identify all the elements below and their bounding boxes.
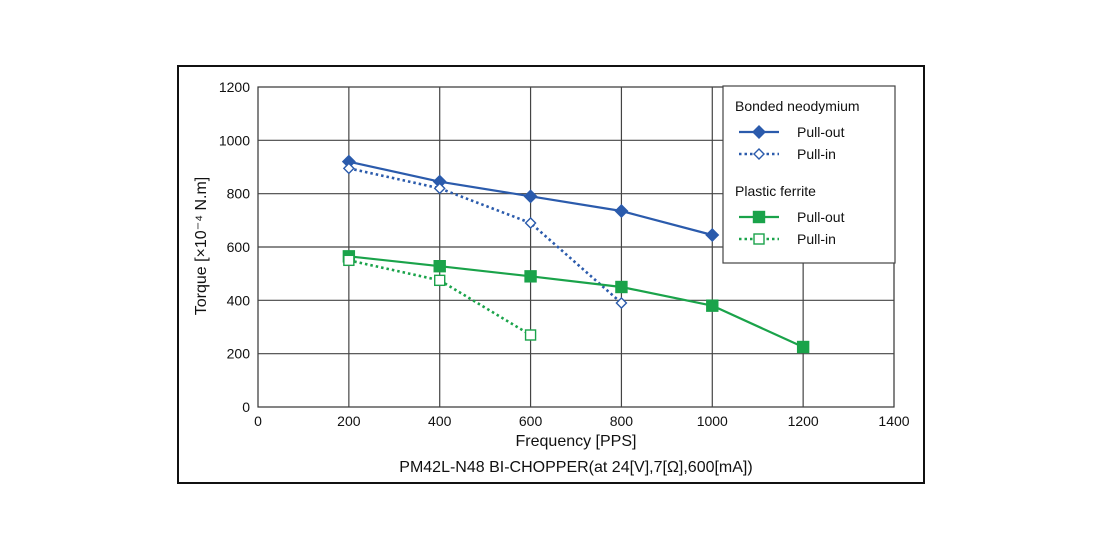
- y-tick-label: 1200: [219, 79, 250, 95]
- x-tick-label: 1000: [697, 413, 728, 429]
- data-point: [524, 217, 537, 229]
- data-point: [342, 162, 355, 175]
- legend: Bonded neodymium Pull-out Pull-in Plastic f…: [722, 85, 896, 264]
- legend-entry-label: Pull-out: [797, 209, 845, 225]
- data-point: [343, 254, 355, 267]
- y-tick-label: 600: [227, 239, 251, 255]
- legend-group-title: Plastic ferrite: [735, 183, 816, 199]
- data-point: [433, 260, 446, 273]
- data-point: [705, 228, 720, 242]
- data-point: [523, 189, 538, 204]
- x-tick-labels: 0 200 400 600 800 1000 1200 1400: [254, 413, 910, 429]
- y-tick-label: 1000: [219, 132, 250, 148]
- x-tick-label: 1400: [878, 413, 909, 429]
- x-tick-label: 200: [337, 413, 361, 429]
- legend-box: [722, 85, 896, 264]
- legend-marker: [753, 148, 765, 160]
- x-tick-label: 600: [519, 413, 543, 429]
- data-point: [434, 274, 446, 287]
- data-point: [433, 182, 446, 195]
- legend-marker: [753, 233, 765, 245]
- x-tick-label: 400: [428, 413, 452, 429]
- legend-marker: [752, 210, 766, 224]
- y-tick-label: 0: [242, 399, 250, 415]
- y-tick-label: 800: [227, 186, 251, 202]
- y-tick-label: 400: [227, 292, 251, 308]
- data-point: [796, 340, 810, 354]
- x-tick-label: 1200: [788, 413, 819, 429]
- y-tick-labels: 0 200 400 600 800 1000 1200: [219, 79, 250, 415]
- data-point: [524, 329, 537, 341]
- x-tick-label: 800: [610, 413, 634, 429]
- legend-group-title: Bonded neodymium: [735, 98, 860, 114]
- legend-marker: [752, 125, 766, 139]
- data-point: [615, 297, 628, 309]
- y-axis-title: Torque [×10⁻⁴ N.m]: [193, 177, 210, 316]
- legend-entry-label: Pull-in: [797, 231, 836, 247]
- y-tick-label: 200: [227, 346, 251, 362]
- series-line-1-0: [348, 255, 804, 349]
- legend-entry-label: Pull-in: [797, 146, 836, 162]
- chart-caption: PM42L-N48 BI-CHOPPER(at 24[V],7[Ω],600[m…: [399, 459, 752, 476]
- data-point: [615, 280, 628, 294]
- data-point: [614, 204, 629, 218]
- x-tick-label: 0: [254, 413, 262, 429]
- x-axis-title: Frequency [PPS]: [516, 433, 637, 450]
- data-point: [524, 270, 537, 283]
- data-point: [706, 299, 719, 312]
- chart-frame: [177, 65, 925, 484]
- legend-entry-label: Pull-out: [797, 124, 845, 140]
- series-layer: [341, 154, 810, 354]
